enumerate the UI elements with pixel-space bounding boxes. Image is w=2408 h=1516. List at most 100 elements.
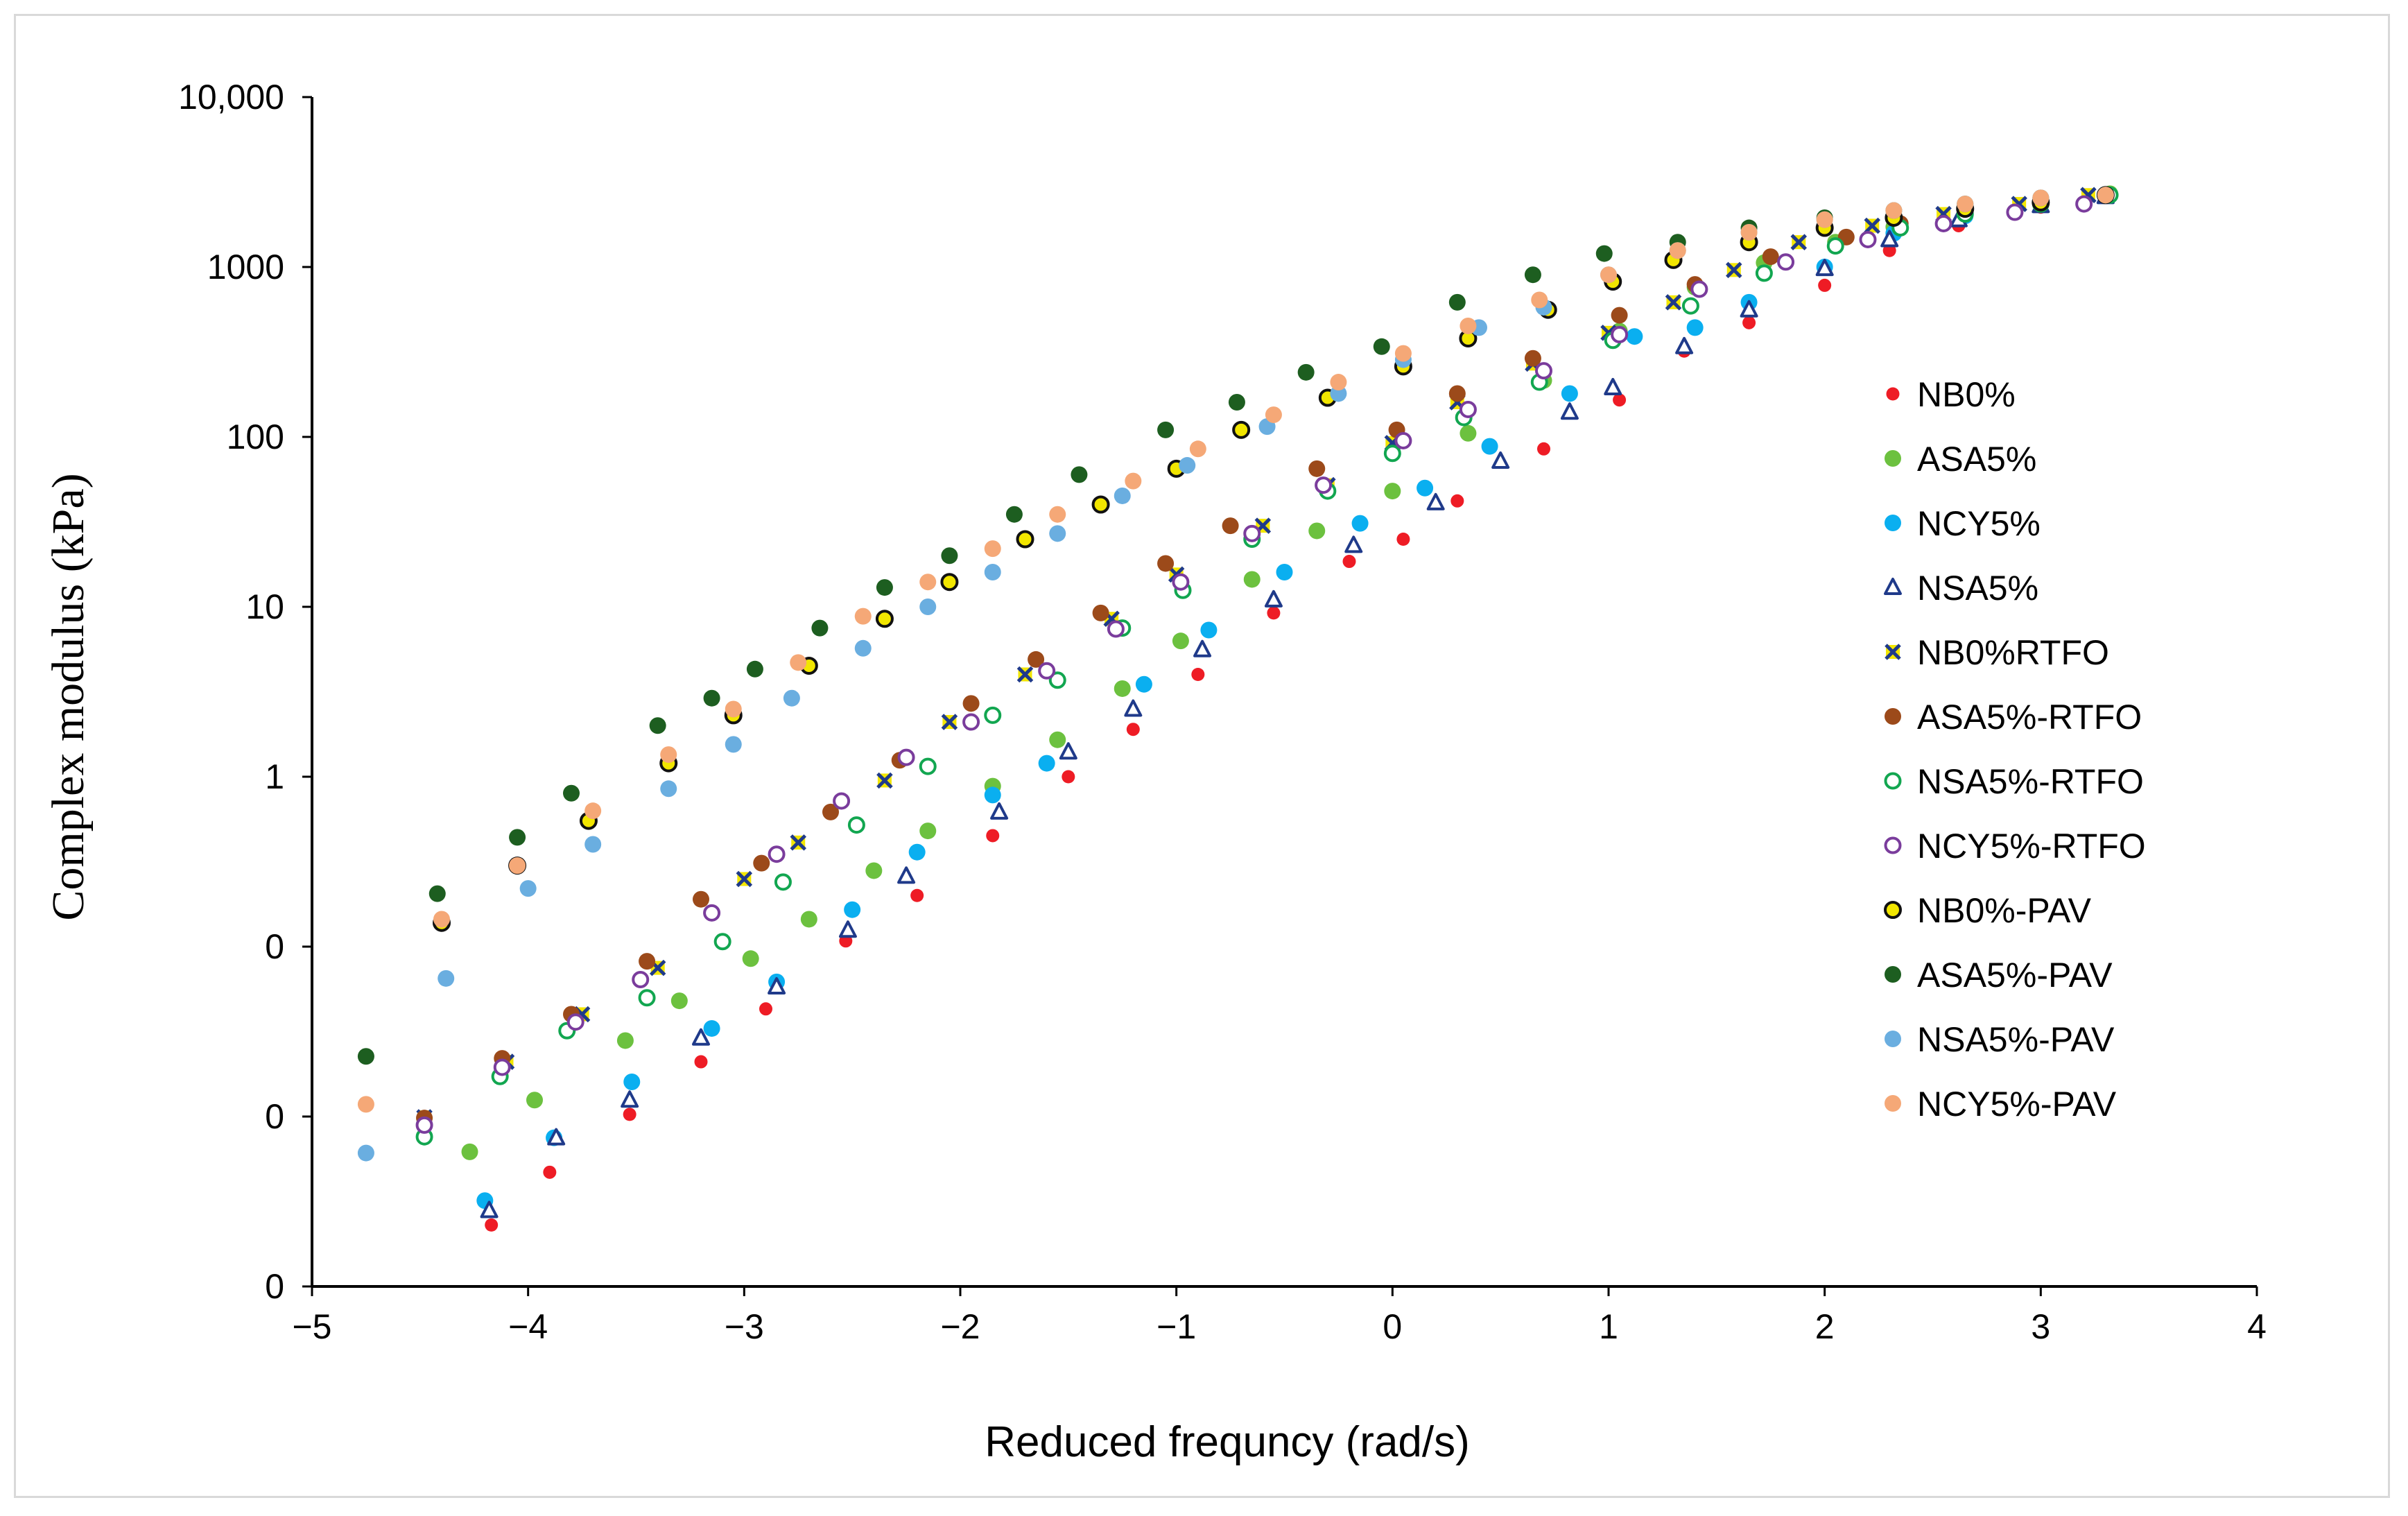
data-point (725, 700, 742, 718)
data-point (725, 736, 742, 753)
data-point (584, 836, 602, 853)
data-point (1934, 214, 1952, 232)
x-tick-label: −5 (292, 1307, 331, 1346)
data-point (1308, 522, 1326, 540)
data-point (1048, 671, 1066, 689)
data-point (1740, 223, 1758, 241)
data-point (693, 890, 709, 908)
data-point (1859, 230, 1877, 248)
legend-marker (1885, 515, 1901, 531)
data-point (800, 911, 817, 928)
legend-marker (1884, 578, 1902, 595)
data-point (1373, 338, 1390, 355)
data-point (1059, 742, 1077, 760)
data-point (584, 802, 602, 820)
data-point (566, 1013, 584, 1031)
legend-marker (1885, 708, 1901, 725)
data-point (1450, 494, 1464, 508)
x-tick-label: −2 (940, 1307, 980, 1346)
series-1 (461, 185, 2119, 1160)
data-point (1726, 261, 1742, 279)
data-point (694, 1055, 708, 1069)
data-point (1189, 440, 1206, 458)
data-point (1276, 563, 1293, 580)
data-point (1071, 466, 1088, 483)
data-point (1882, 243, 1896, 257)
series-9 (357, 187, 2114, 1065)
x-tick-label: 1 (1599, 1307, 1618, 1346)
data-point (1396, 533, 1410, 546)
plot-points (357, 185, 2119, 1232)
data-point (1126, 723, 1140, 737)
data-point (1038, 662, 1056, 680)
legend-label: NSA5%-PAV (1917, 1020, 2115, 1059)
data-point (746, 660, 763, 678)
data-point (984, 786, 1001, 804)
data-point (2097, 187, 2114, 204)
data-point (1038, 755, 1055, 772)
data-point (990, 802, 1009, 820)
legend-label: NB0% (1917, 375, 2016, 414)
y-tick-label: 100 (227, 417, 284, 456)
chart-frame (14, 14, 2390, 1498)
series-5 (416, 187, 2114, 1127)
data-point (616, 1032, 634, 1049)
data-point (1384, 483, 1401, 500)
data-point (1005, 506, 1023, 523)
legend-label: ASA5%-RTFO (1917, 698, 2142, 737)
legend-marker (1885, 644, 1901, 660)
data-point (1243, 524, 1261, 542)
data-point (1351, 515, 1369, 532)
x-tick-label: 4 (2247, 1307, 2267, 1346)
data-point (1815, 259, 1834, 277)
data-point (703, 689, 720, 707)
legend-marker (1885, 1095, 1901, 1112)
legend-label: NB0%-PAV (1917, 891, 2092, 930)
data-point (1613, 393, 1627, 407)
legend-marker (1885, 966, 1901, 983)
data-point (1675, 336, 1694, 354)
y-tick-label: 1000 (207, 248, 284, 286)
data-point (703, 904, 721, 922)
data-point (639, 953, 656, 970)
data-point (1232, 420, 1251, 439)
data-point (1028, 651, 1045, 668)
data-point (790, 834, 807, 851)
data-point (1790, 234, 1808, 250)
data-point (753, 854, 770, 872)
x-axis-title: Reduced frequncy (rad/s) (985, 1418, 1470, 1466)
series-2 (476, 187, 2114, 1209)
data-point (875, 610, 894, 628)
data-point (1265, 406, 1282, 424)
legend-label: NB0%RTFO (1917, 633, 2109, 672)
data-point (1394, 431, 1412, 449)
data-point (1531, 291, 1548, 309)
data-point (543, 1165, 557, 1179)
data-point (2032, 189, 2050, 207)
series-11 (357, 187, 2114, 1113)
data-point (438, 970, 455, 987)
data-point (547, 1128, 566, 1146)
data-point (1124, 699, 1143, 717)
legend-marker (1885, 450, 1901, 467)
data-point (941, 714, 958, 730)
legend-label: NCY5% (1917, 504, 2041, 543)
data-point (1228, 393, 1245, 411)
data-point (1448, 293, 1466, 311)
legend-label: ASA5% (1917, 440, 2036, 479)
data-point (623, 1108, 636, 1121)
data-point (1172, 573, 1190, 591)
data-point (526, 1092, 544, 1109)
data-point (660, 780, 677, 798)
legend: NB0% ASA5% NCY5% NSA5% NB0%RTFO ASA5%-RTFO NSA… (1884, 375, 2146, 1123)
data-point (703, 1019, 720, 1037)
data-point (1740, 300, 1758, 318)
data-point (919, 757, 937, 775)
x-tick-label: −4 (508, 1307, 548, 1346)
data-point (1524, 350, 1541, 367)
data-point (1459, 317, 1477, 334)
y-tick-labels: 0 0 0 1 10 100 1000 10,000 (178, 78, 312, 1306)
data-point (623, 1073, 641, 1090)
data-point (844, 901, 861, 918)
